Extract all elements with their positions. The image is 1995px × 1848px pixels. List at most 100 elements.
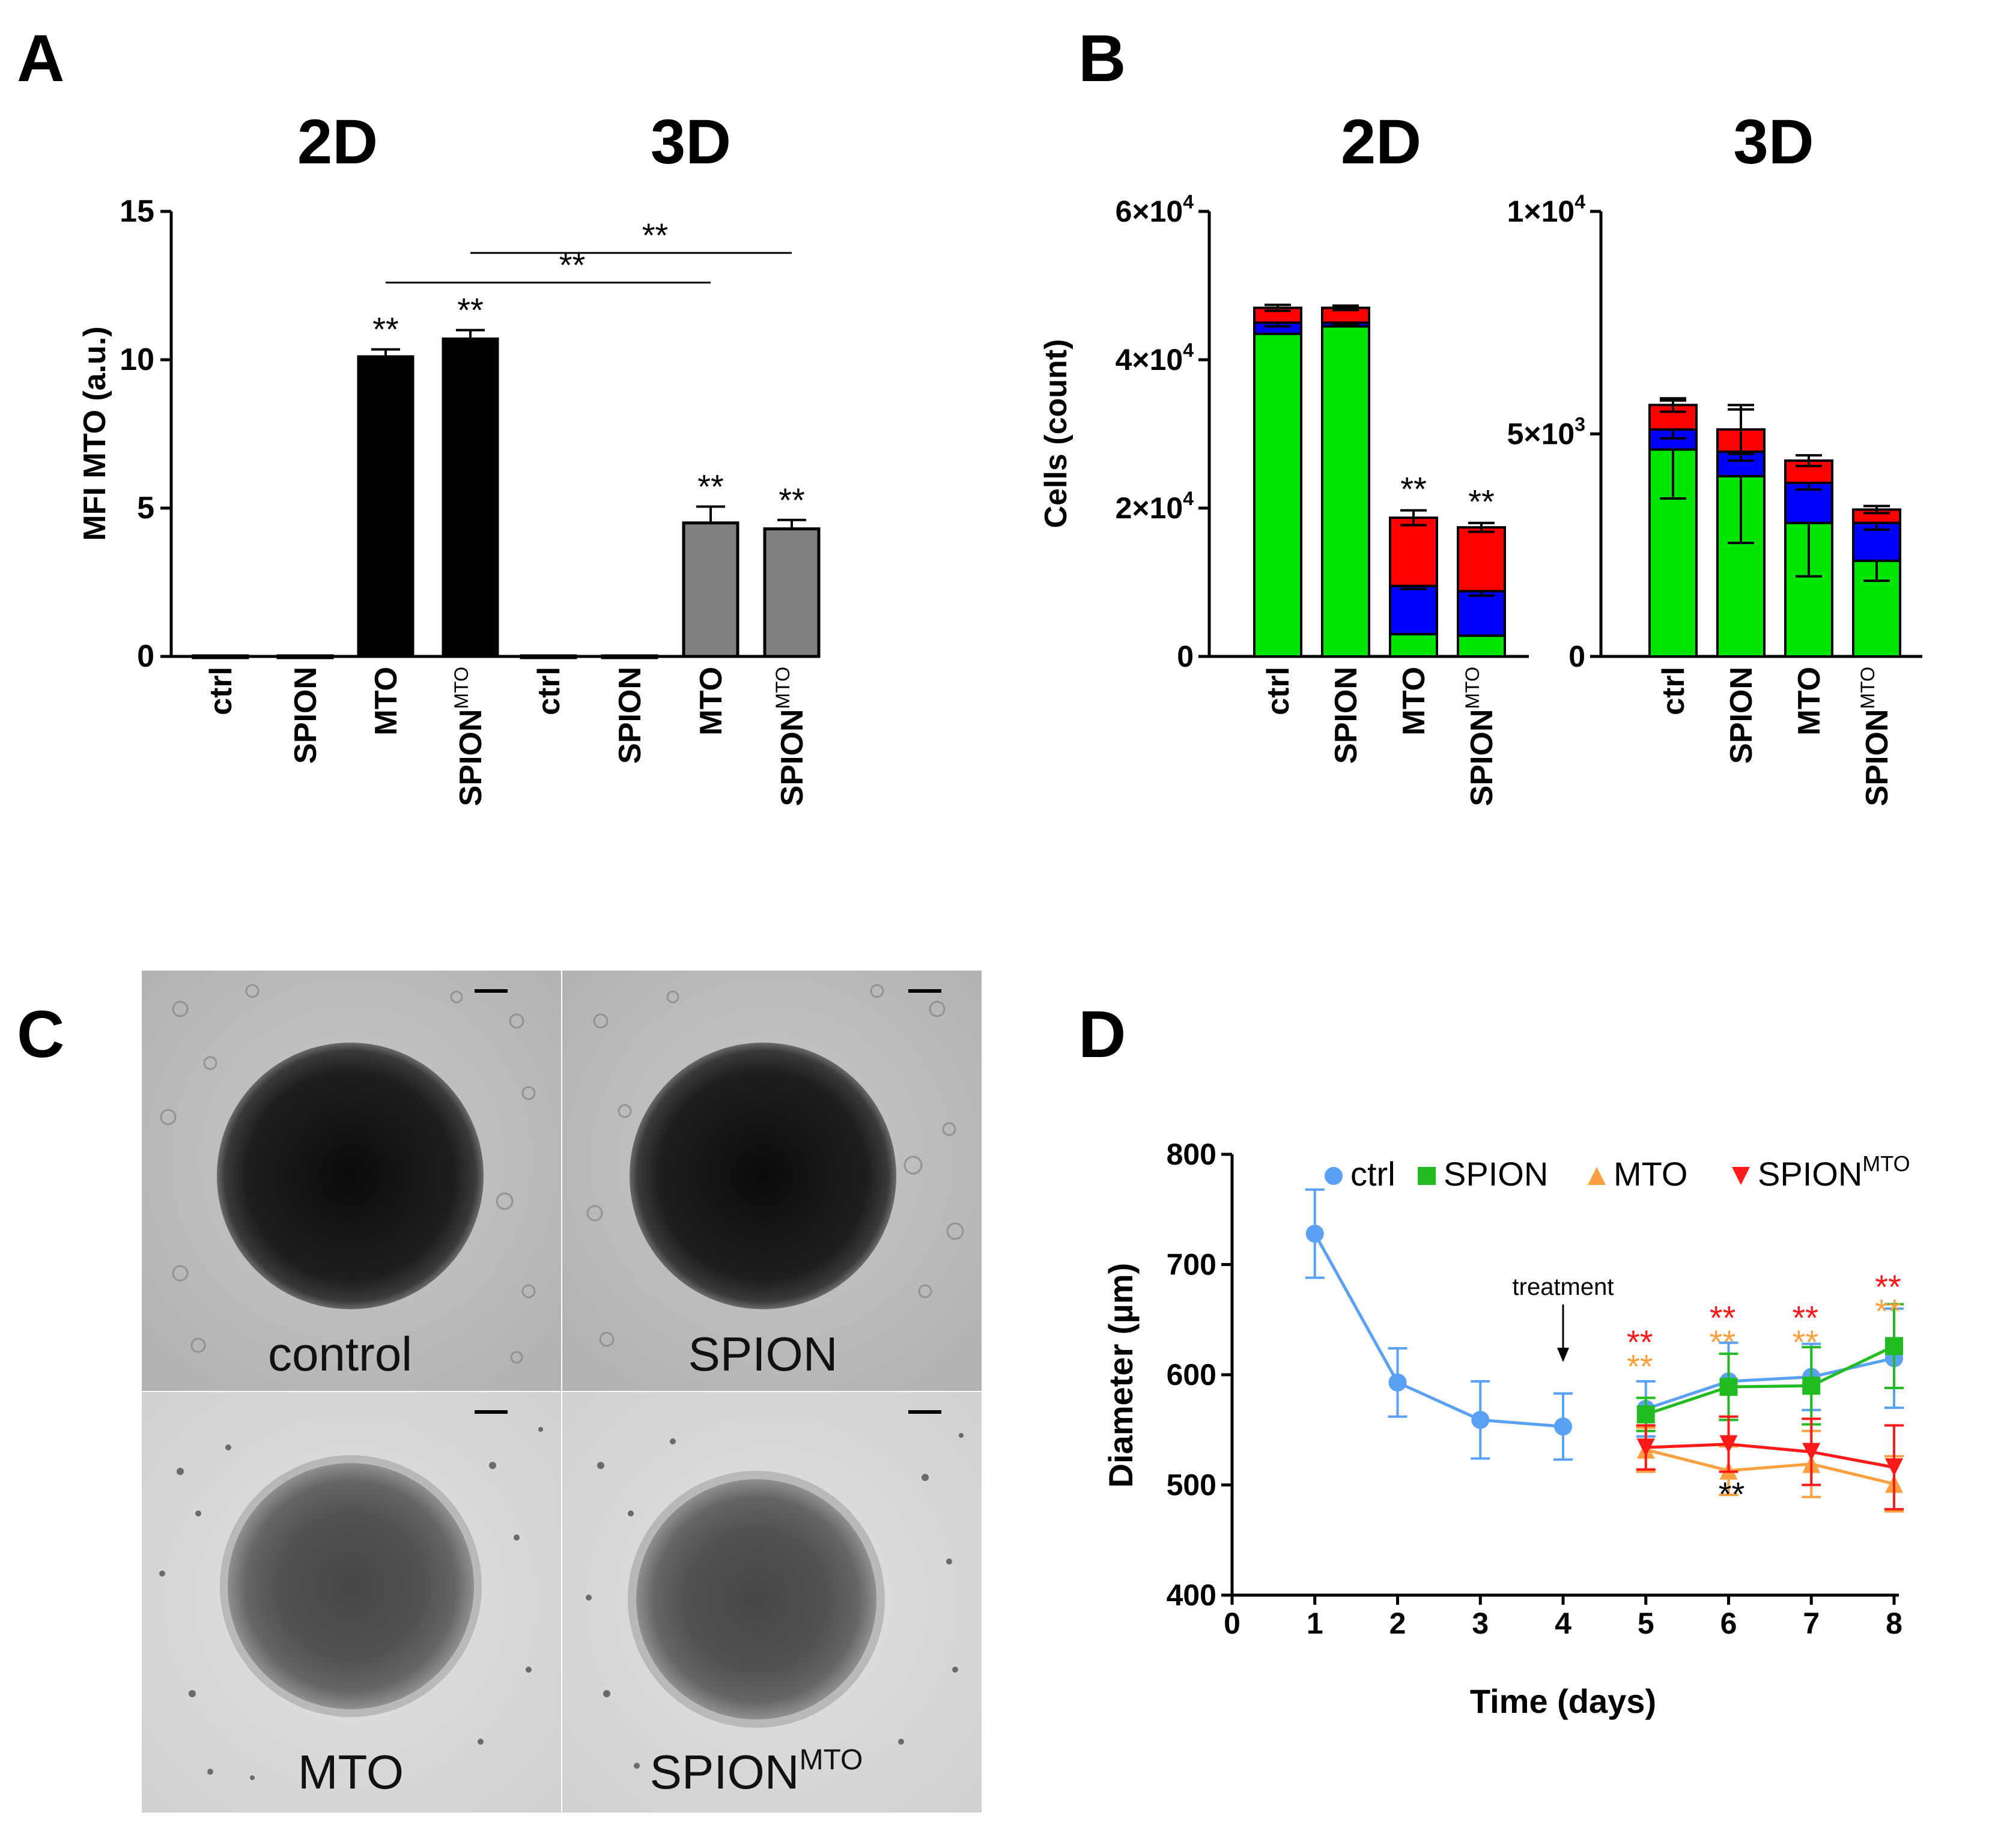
d-ytick-label: 600 bbox=[1167, 1358, 1216, 1392]
a-ytick-label: 15 bbox=[120, 194, 154, 229]
d-legend-label: SPIONMTO bbox=[1758, 1151, 1910, 1193]
b-ytick-label: 0 bbox=[1568, 640, 1585, 673]
d-xtick-label: 2 bbox=[1389, 1607, 1406, 1640]
d-xlabel: Time (days) bbox=[1470, 1682, 1656, 1720]
d-series-triangle-down bbox=[1636, 1415, 1904, 1510]
a-xtick-label: ctrl bbox=[204, 667, 238, 715]
b-segment-green bbox=[1457, 634, 1506, 658]
a-title-2d: 2D bbox=[297, 107, 378, 177]
d-ytick-label: 500 bbox=[1167, 1468, 1216, 1502]
a-ytick-label: 10 bbox=[120, 342, 154, 377]
d-xtick-label: 7 bbox=[1803, 1607, 1820, 1640]
d-point bbox=[1719, 1378, 1738, 1396]
a-sig: ** bbox=[697, 468, 724, 506]
b-ylabel: Cells (count) bbox=[1039, 339, 1073, 529]
b-ytick-label: 5×103 bbox=[1507, 414, 1585, 451]
b-xtick-label: ctrl bbox=[1656, 667, 1691, 715]
a-xtick-label: ctrl bbox=[532, 667, 566, 715]
d-legend-marker bbox=[1418, 1167, 1436, 1185]
d-line bbox=[1645, 1345, 1895, 1416]
d-xtick-label: 1 bbox=[1307, 1607, 1323, 1640]
image-control: control bbox=[142, 971, 561, 1391]
d-xtick-label: 6 bbox=[1720, 1607, 1737, 1640]
d-point bbox=[1471, 1411, 1490, 1429]
d-ytick-label: 400 bbox=[1167, 1578, 1216, 1612]
a-bar bbox=[601, 654, 658, 659]
b-ytick-label: 4×104 bbox=[1116, 339, 1194, 377]
a-xtick-label: SPION bbox=[613, 667, 648, 764]
b-sig: ** bbox=[1468, 483, 1495, 521]
d-series-square bbox=[1636, 1303, 1904, 1432]
d-sig: ** bbox=[1875, 1268, 1901, 1306]
panel-label-b: B bbox=[1078, 22, 1126, 95]
d-point bbox=[1554, 1417, 1572, 1436]
d-line bbox=[1645, 1443, 1895, 1469]
d-ylabel: Diameter (µm) bbox=[1102, 1263, 1140, 1488]
d-point bbox=[1305, 1225, 1324, 1243]
image-mto-label: MTO bbox=[298, 1745, 404, 1799]
d-sig: ** bbox=[1627, 1347, 1653, 1385]
d-point bbox=[1636, 1438, 1655, 1457]
b-title: 3D bbox=[1733, 107, 1814, 177]
d-sig: ** bbox=[1792, 1323, 1818, 1361]
image-spionmto: SPIONMTO bbox=[562, 1392, 982, 1813]
a-title-3d: 3D bbox=[651, 107, 731, 177]
d-xtick-label: 5 bbox=[1638, 1607, 1654, 1640]
image-mto: MTO bbox=[142, 1392, 561, 1813]
b-ytick-label: 2×104 bbox=[1116, 488, 1194, 525]
d-sig: ** bbox=[1710, 1323, 1736, 1361]
a-sig: ** bbox=[779, 481, 805, 519]
b-xtick-label: ctrl bbox=[1261, 667, 1296, 715]
b-ytick-label: 0 bbox=[1177, 640, 1194, 673]
a-bar bbox=[442, 337, 499, 658]
a-xtick-label: SPIONMTO bbox=[772, 667, 810, 806]
panel-label-d: D bbox=[1078, 998, 1126, 1071]
d-sig: ** bbox=[1792, 1299, 1818, 1337]
a-ytick-label: 0 bbox=[137, 639, 154, 674]
a-ylabel: MFI MTO (a.u.) bbox=[77, 326, 112, 541]
chart-a-mfi: 0 5 10 15 MFI MTO (a.u.) 2D 3D ctrl SPION ** MTO **… bbox=[77, 107, 821, 806]
a-bar bbox=[520, 654, 577, 659]
b-sig: ** bbox=[1400, 470, 1427, 508]
a-xtick-label: SPION bbox=[288, 667, 323, 764]
d-point bbox=[1802, 1443, 1821, 1461]
d-point bbox=[1885, 1337, 1903, 1356]
a-bracket-sig: ** bbox=[642, 216, 669, 254]
a-xtick-label: MTO bbox=[369, 667, 404, 736]
a-bar bbox=[357, 355, 414, 658]
image-spion-label: SPION bbox=[688, 1327, 838, 1381]
b-segment-green bbox=[1321, 325, 1370, 658]
b-xtick-label: SPIONMTO bbox=[1857, 667, 1895, 806]
panel-label-a: A bbox=[17, 22, 64, 95]
image-spionmto-label: SPIONMTO bbox=[650, 1744, 863, 1799]
d-point bbox=[1885, 1458, 1903, 1477]
d-treatment-label: treatment bbox=[1513, 1274, 1614, 1300]
image-spion: SPION bbox=[562, 971, 982, 1391]
b-xtick-label: SPION bbox=[1329, 667, 1364, 764]
d-line bbox=[1645, 1448, 1895, 1486]
a-bar bbox=[763, 527, 821, 658]
a-bar bbox=[192, 654, 249, 659]
d-treatment-arrow-head bbox=[1557, 1348, 1569, 1362]
b-segment-blue bbox=[1389, 584, 1438, 635]
b-xtick-label: MTO bbox=[1397, 667, 1432, 736]
image-control-label: control bbox=[268, 1327, 412, 1381]
d-legend-marker bbox=[1732, 1167, 1750, 1185]
b-segment-red bbox=[1457, 526, 1506, 593]
d-xtick-label: 4 bbox=[1555, 1607, 1571, 1640]
chart-b-2d-cells: 0 2×104 4×104 6×104 Cells (count) 2D ctrl SPION… bbox=[1039, 107, 1529, 806]
d-legend-label: MTO bbox=[1614, 1155, 1687, 1193]
d-point bbox=[1802, 1377, 1821, 1395]
d-xtick-label: 0 bbox=[1224, 1607, 1240, 1640]
d-sig: ** bbox=[1719, 1475, 1745, 1513]
b-xtick-label: MTO bbox=[1792, 667, 1827, 736]
a-bracket-sig: ** bbox=[559, 246, 586, 284]
b-ytick-label: 6×104 bbox=[1116, 191, 1194, 228]
b-segment-green bbox=[1389, 632, 1438, 658]
d-legend-marker bbox=[1325, 1167, 1343, 1185]
d-sig: ** bbox=[1627, 1323, 1653, 1361]
d-xtick-label: 3 bbox=[1472, 1607, 1489, 1640]
b-segment-green bbox=[1253, 332, 1302, 658]
a-bar bbox=[682, 521, 739, 658]
